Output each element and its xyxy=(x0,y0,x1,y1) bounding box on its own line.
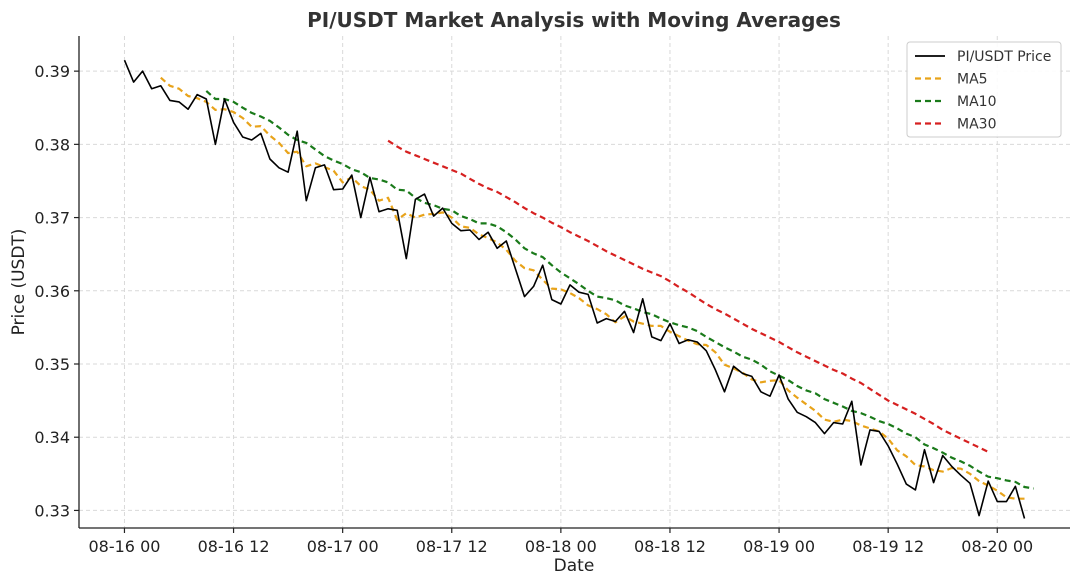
y-tick-label: 0.34 xyxy=(34,428,70,447)
series-line-ma5 xyxy=(160,76,1025,500)
legend-label: MA10 xyxy=(957,94,996,110)
y-tick-label: 0.35 xyxy=(34,355,70,374)
y-axis-label: Price (USDT) xyxy=(9,229,29,336)
x-axis-ticks: 08-16 00 08-16 12 08-17 00 08-17 12 08-18 00… xyxy=(88,528,1033,556)
x-tick-label: 08-16 00 xyxy=(88,537,160,556)
y-tick-label: 0.37 xyxy=(34,209,70,228)
y-tick-label: 0.36 xyxy=(34,282,70,301)
legend: PI/USDT Price MA5 MA10 MA30 xyxy=(906,41,1062,138)
x-tick-label: 08-16 12 xyxy=(198,537,270,556)
y-tick-label: 0.38 xyxy=(34,135,70,154)
x-tick-label: 08-19 12 xyxy=(852,537,924,556)
y-tick-label: 0.33 xyxy=(34,501,70,520)
chart-title: PI/USDT Market Analysis with Moving Aver… xyxy=(307,8,841,32)
legend-label: MA30 xyxy=(957,117,996,133)
x-tick-label: 08-18 00 xyxy=(525,537,597,556)
y-axis-ticks: 0.33 0.34 0.35 0.36 0.37 0.38 0.39 xyxy=(34,62,79,520)
series-lines xyxy=(123,59,1034,519)
series-line-ma30 xyxy=(387,139,989,453)
x-axis-label: Date xyxy=(554,556,595,576)
x-tick-label: 08-20 00 xyxy=(961,537,1033,556)
y-tick-label: 0.39 xyxy=(34,62,70,81)
x-tick-label: 08-17 00 xyxy=(307,537,379,556)
x-tick-label: 08-17 12 xyxy=(416,537,488,556)
legend-label: PI/USDT Price xyxy=(957,49,1051,65)
series-line-ma10 xyxy=(205,90,1034,490)
x-tick-label: 08-19 00 xyxy=(743,537,815,556)
x-tick-label: 08-18 12 xyxy=(634,537,706,556)
legend-label: MA5 xyxy=(957,72,988,88)
legend-box xyxy=(906,41,1062,138)
series-line-pi-usdt-price xyxy=(123,59,1026,519)
